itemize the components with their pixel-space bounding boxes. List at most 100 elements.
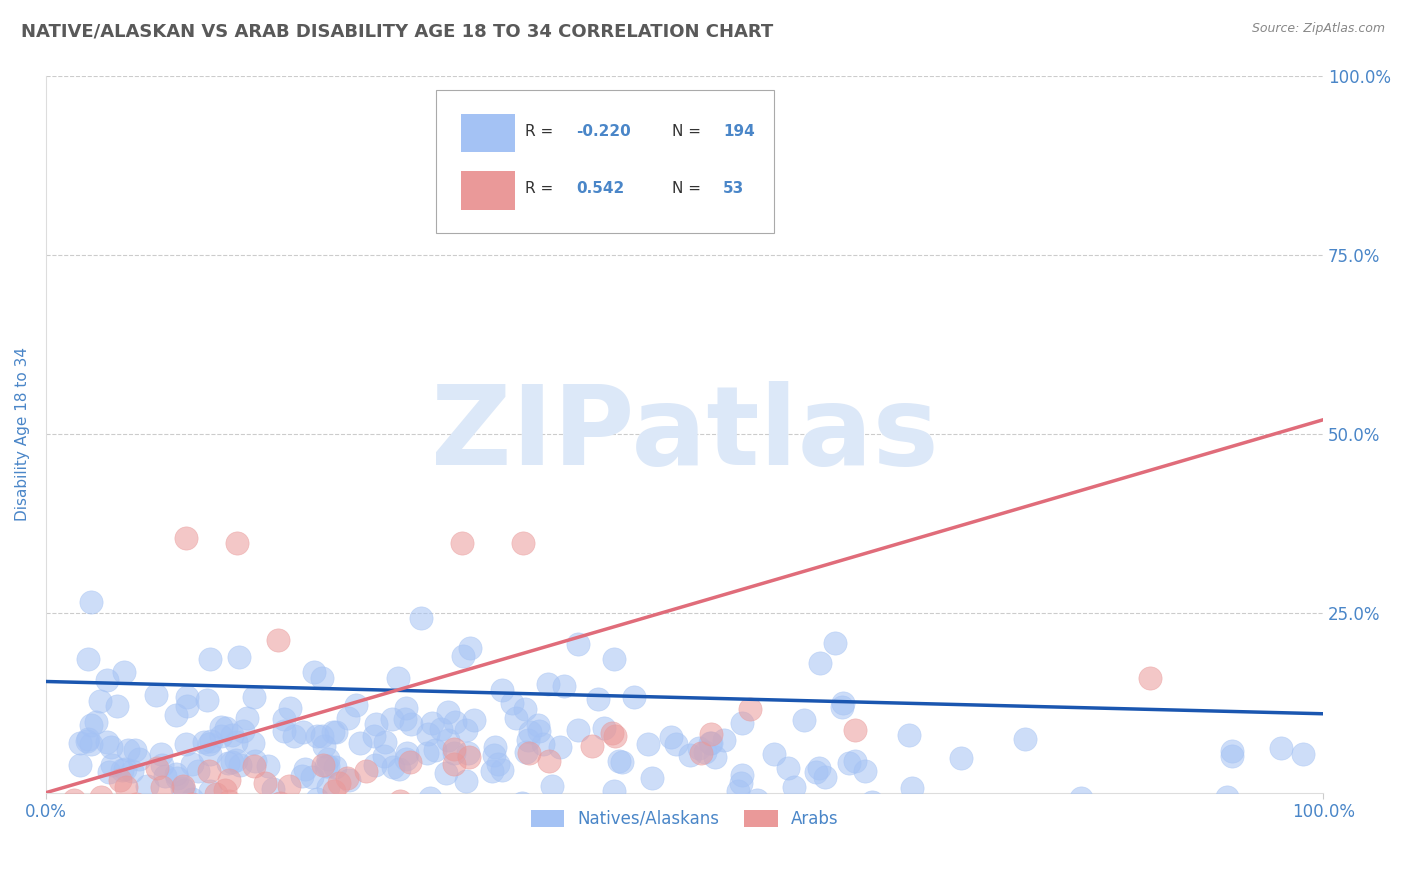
Point (224, 715, 246, 730)
Point (834, 764, 856, 779)
Point (63, 736, 86, 750)
Point (160, 769, 183, 783)
Point (790, 692, 813, 706)
Point (44, 681, 66, 696)
Point (98, 728, 121, 742)
Point (321, 672, 343, 686)
Point (112, 723, 135, 738)
Point (138, 715, 160, 730)
Point (515, 638, 537, 652)
Point (233, 654, 256, 668)
Point (134, 675, 156, 690)
Point (299, 714, 322, 729)
Text: R =: R = (524, 124, 558, 139)
Point (187, 677, 209, 691)
Point (136, 420, 159, 434)
Point (803, 701, 825, 715)
Point (529, 723, 551, 738)
Point (62, 637, 84, 651)
Point (118, 629, 141, 643)
Point (325, 671, 347, 685)
Point (242, 655, 264, 669)
Point (264, 668, 287, 682)
Point (108, 773, 131, 788)
Text: 194: 194 (723, 124, 755, 139)
Point (995, 738, 1018, 752)
Point (194, 745, 217, 759)
Point (1312, 69, 1334, 83)
Point (108, 768, 131, 782)
Text: ZIPatlas: ZIPatlas (430, 381, 938, 488)
Point (104, 749, 127, 764)
Point (207, 736, 229, 750)
Point (136, 709, 159, 723)
Point (90, 715, 112, 730)
Point (166, 654, 188, 668)
Point (373, 750, 395, 764)
Point (104, 687, 127, 701)
Point (49, 658, 72, 673)
Point (75, 767, 97, 781)
Point (256, 673, 278, 688)
Point (69, 695, 91, 709)
Point (169, 743, 191, 757)
Point (105, 624, 128, 639)
Point (127, 677, 149, 691)
Point (433, 674, 456, 689)
Text: 0.542: 0.542 (576, 181, 624, 196)
Point (207, 653, 229, 667)
Point (297, 702, 319, 716)
Point (35, 762, 58, 776)
Text: N =: N = (672, 181, 706, 196)
Legend: Natives/Alaskans, Arabs: Natives/Alaskans, Arabs (524, 803, 845, 835)
Point (359, 690, 381, 705)
Point (211, 635, 233, 649)
Point (76, 708, 98, 723)
Point (278, 570, 301, 584)
Point (155, 739, 177, 754)
Point (350, 554, 373, 568)
Point (117, 685, 139, 699)
Point (277, 420, 299, 434)
Point (193, 717, 215, 731)
Point (557, 676, 579, 690)
Point (759, 704, 782, 718)
Point (235, 718, 257, 732)
Point (427, 700, 450, 714)
Point (105, 413, 128, 427)
Point (273, 657, 295, 672)
Point (120, 574, 142, 588)
Point (501, 579, 523, 593)
Point (267, 726, 290, 740)
Point (505, 731, 527, 746)
Point (46, 662, 69, 676)
Point (319, 700, 342, 714)
Point (45, 783, 67, 797)
Point (38, 686, 60, 700)
Point (394, 688, 416, 702)
Point (269, 645, 291, 659)
Point (378, 712, 401, 726)
Point (283, 705, 305, 719)
Point (45, 498, 67, 512)
Point (138, 571, 160, 585)
Point (363, 628, 385, 642)
Point (134, 712, 156, 726)
Point (80, 744, 103, 758)
Point (163, 549, 186, 563)
Point (319, 682, 342, 697)
Point (269, 681, 291, 696)
Text: 53: 53 (723, 181, 744, 196)
Point (245, 712, 267, 726)
Point (48, 779, 70, 793)
Point (69, 770, 91, 784)
Text: -0.220: -0.220 (576, 124, 631, 139)
Point (67, 721, 90, 735)
Point (482, 720, 505, 734)
Point (60, 772, 83, 787)
Point (120, 750, 142, 764)
Point (491, 656, 513, 670)
Point (342, 610, 364, 624)
Point (242, 708, 264, 723)
Point (104, 743, 127, 757)
